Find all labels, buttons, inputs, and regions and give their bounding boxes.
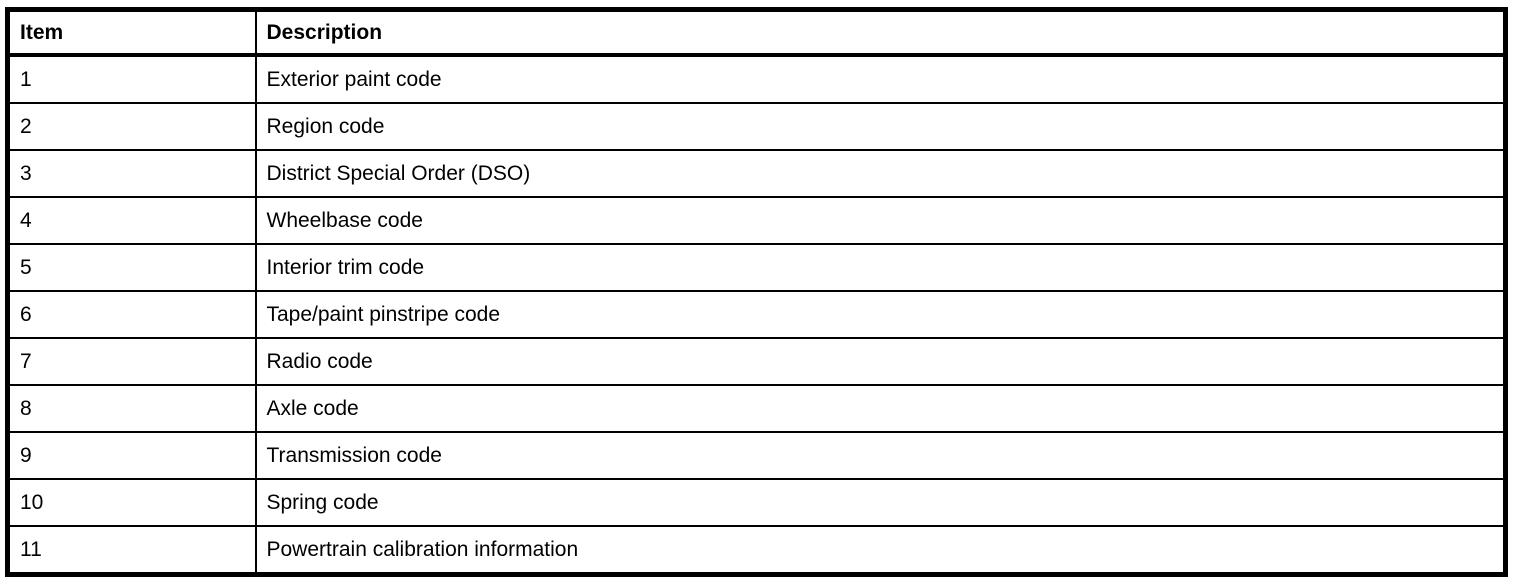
table-row: 10 Spring code — [6, 478, 1507, 527]
table-row: 6 Tape/paint pinstripe code — [6, 290, 1507, 339]
description-cell: Axle code — [254, 384, 1507, 433]
description-cell: Region code — [254, 102, 1507, 151]
table-row: 4 Wheelbase code — [6, 196, 1507, 245]
item-cell: 8 — [6, 384, 257, 433]
table-body: 1 Exterior paint code 2 Region code 3 Di… — [6, 54, 1507, 576]
description-cell: Powertrain calibration information — [254, 525, 1507, 576]
item-cell: 10 — [6, 478, 257, 527]
item-cell: 5 — [6, 243, 257, 292]
item-cell: 3 — [6, 149, 257, 198]
description-cell: Interior trim code — [254, 243, 1507, 292]
table-row: 3 District Special Order (DSO) — [6, 149, 1507, 198]
description-cell: Spring code — [254, 478, 1507, 527]
table-row: 1 Exterior paint code — [6, 54, 1507, 104]
item-cell: 1 — [6, 54, 257, 104]
column-header-item: Item — [6, 8, 257, 57]
item-cell: 2 — [6, 102, 257, 151]
description-cell: Tape/paint pinstripe code — [254, 290, 1507, 339]
item-cell: 6 — [6, 290, 257, 339]
description-cell: District Special Order (DSO) — [254, 149, 1507, 198]
table-row: 5 Interior trim code — [6, 243, 1507, 292]
item-cell: 9 — [6, 431, 257, 480]
header-row: Item Description — [6, 8, 1507, 57]
item-cell: 7 — [6, 337, 257, 386]
table-row: 9 Transmission code — [6, 431, 1507, 480]
item-cell: 4 — [6, 196, 257, 245]
description-cell: Wheelbase code — [254, 196, 1507, 245]
table-row: 7 Radio code — [6, 337, 1507, 386]
item-description-table: Item Description 1 Exterior paint code 2… — [5, 7, 1508, 577]
description-cell: Radio code — [254, 337, 1507, 386]
item-cell: 11 — [6, 525, 257, 576]
table-row: 11 Powertrain calibration information — [6, 525, 1507, 576]
column-header-description: Description — [254, 8, 1507, 57]
table-row: 8 Axle code — [6, 384, 1507, 433]
description-cell: Exterior paint code — [254, 54, 1507, 104]
description-cell: Transmission code — [254, 431, 1507, 480]
table-row: 2 Region code — [6, 102, 1507, 151]
table-header: Item Description — [6, 8, 1507, 57]
